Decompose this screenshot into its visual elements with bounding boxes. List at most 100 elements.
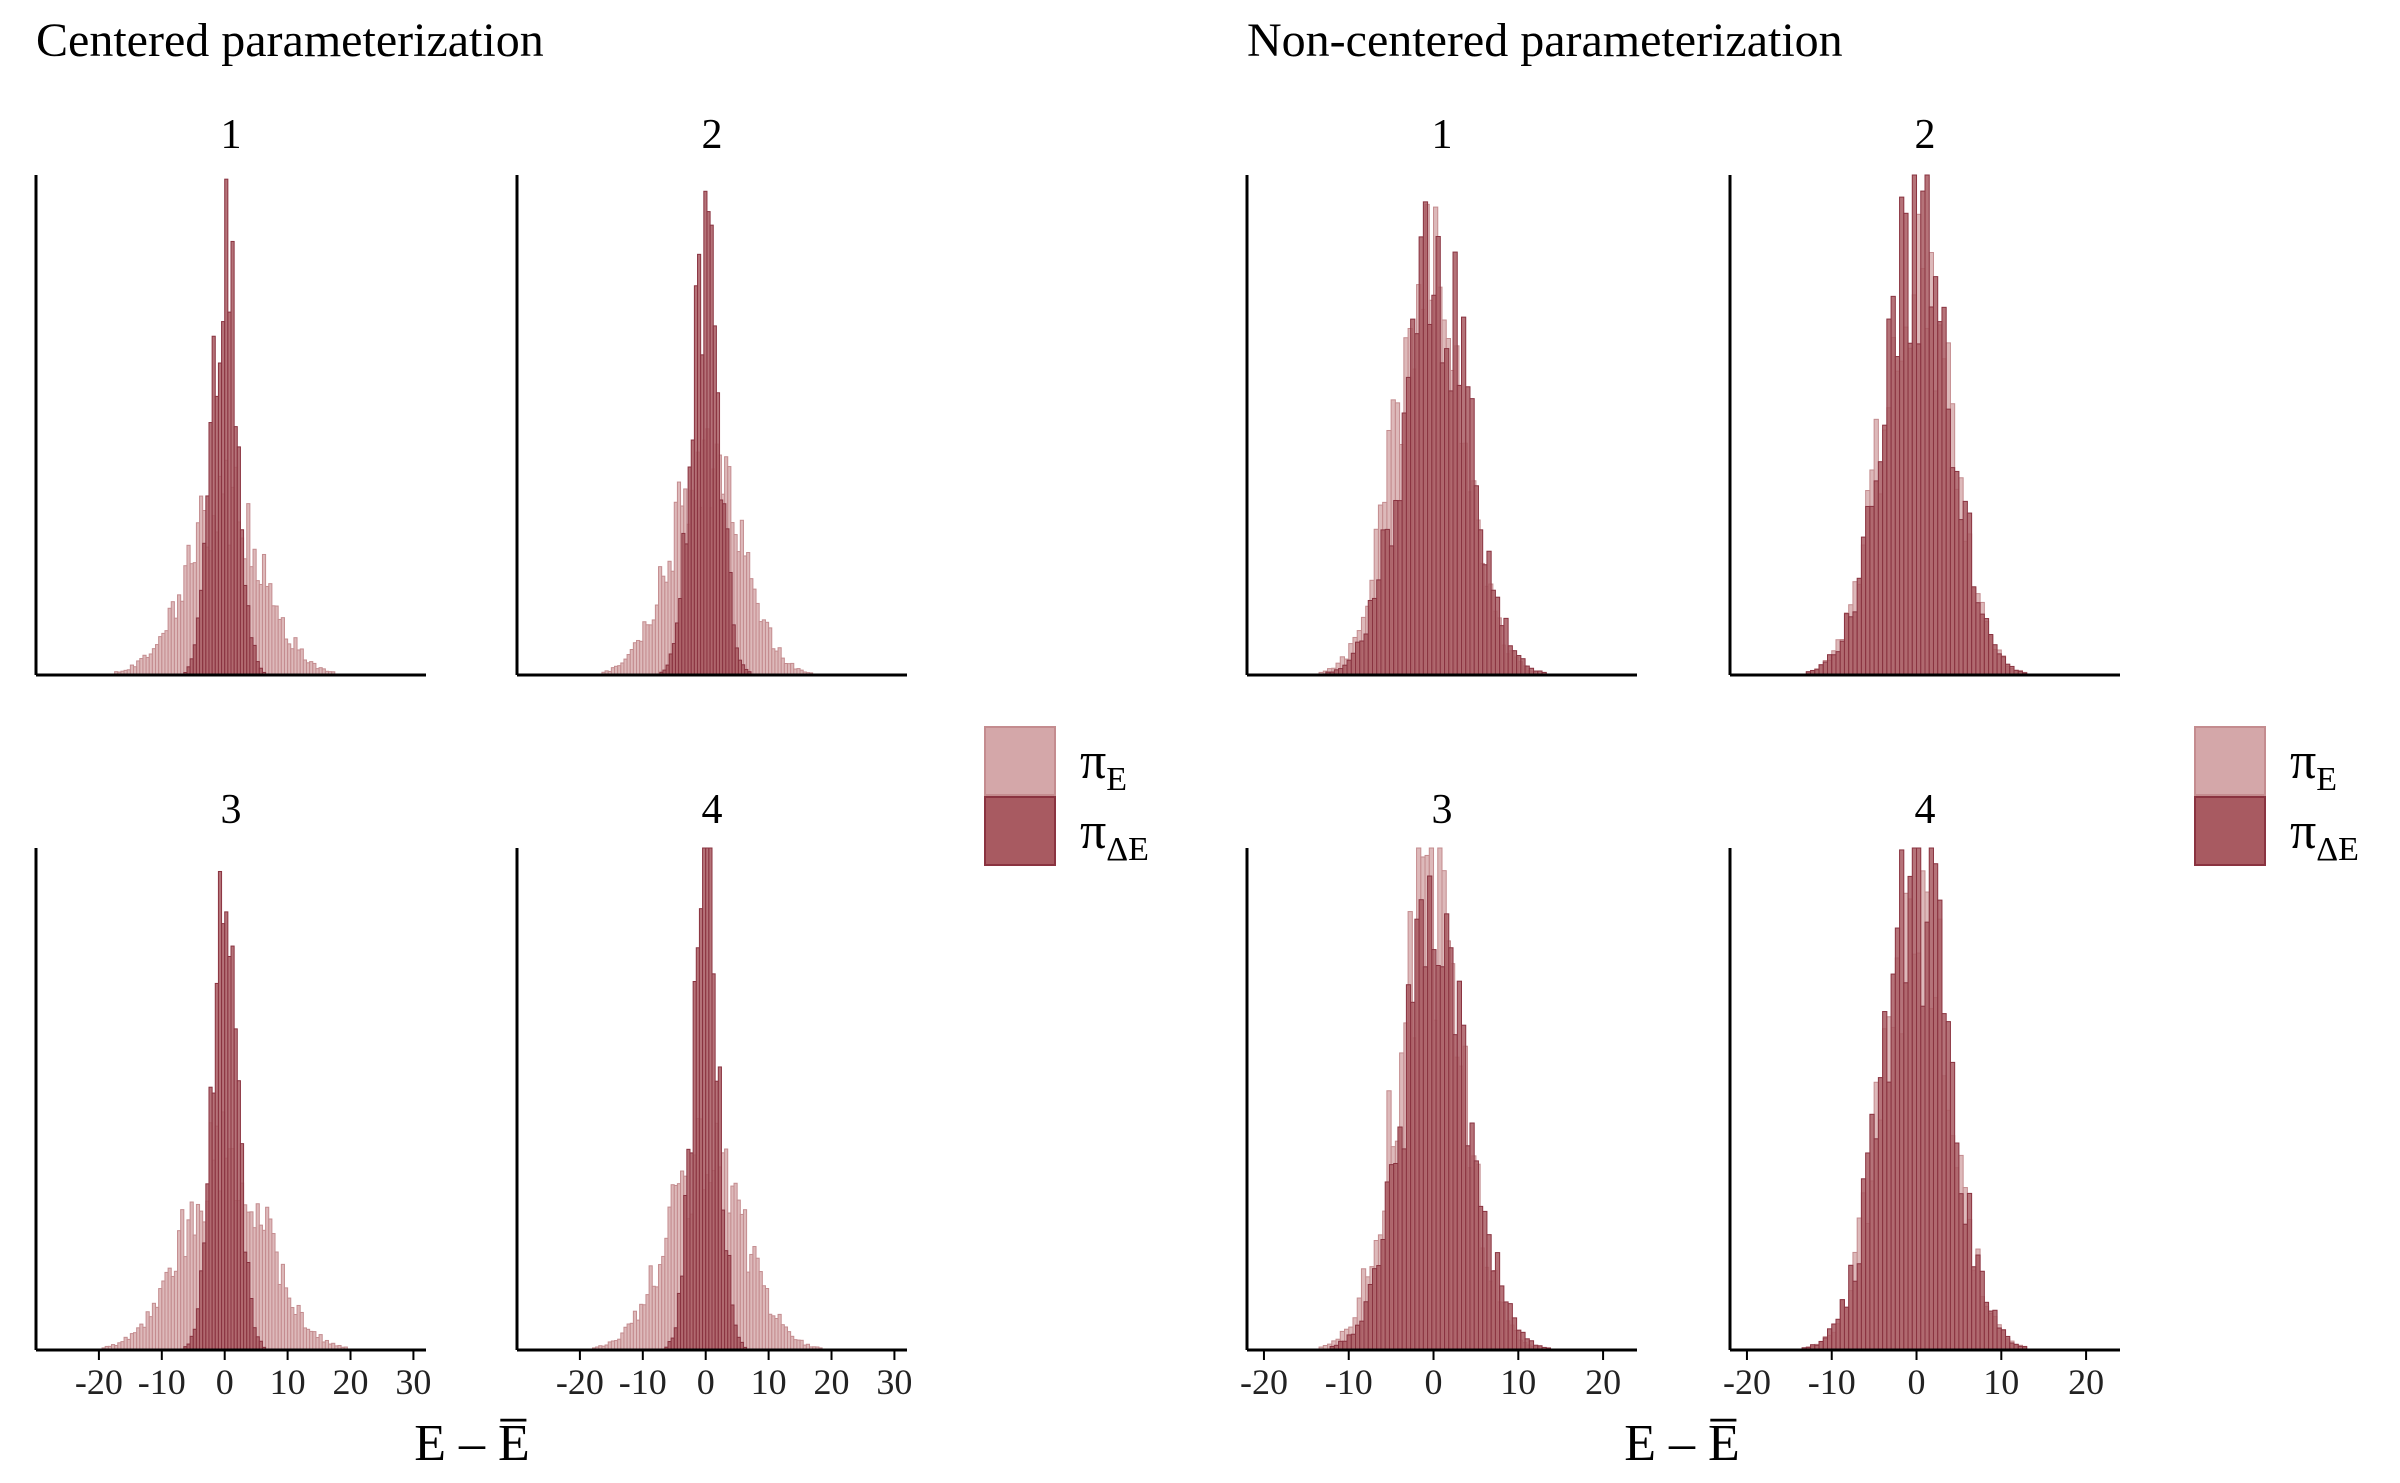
histogram-bar [1469,1122,1475,1351]
x-tick-label: 20 [2068,1362,2104,1402]
histogram-bar [1911,174,1918,676]
centered-section: 1 2 3 -20 -10 0 10 20 30 4 -20 -10 0 10 20 30 [34,112,912,1402]
histogram-bar [1346,1334,1352,1351]
histogram-bar [1371,1268,1378,1351]
histogram-bar [1380,529,1386,676]
x-tick-label: 0 [1425,1362,1443,1402]
histogram-bar [1928,847,1934,1351]
panel-title: 3 [221,787,242,833]
series-pi_dE [1805,174,2028,676]
histogram-bar [1873,480,1879,676]
x-tick-label: 20 [333,1362,369,1402]
histogram-bar [1954,470,1960,676]
histogram-bar [1427,875,1433,1351]
histogram-bar [1962,500,1968,676]
histogram-bar [1388,1164,1395,1351]
histogram-bar [1388,545,1395,676]
histogram-bar [1979,613,1985,676]
histogram-bar [1831,1323,1837,1351]
histogram-bar [1355,641,1361,676]
histogram-bar [2005,663,2011,676]
x-tick-label: 10 [751,1362,787,1402]
histogram-bar [1439,362,1446,676]
histogram-bar [1350,652,1357,676]
histogram-bar [1890,973,1896,1351]
histogram-bar [1401,1148,1407,1351]
x-tick-label: 10 [270,1362,306,1402]
panel-title: 4 [1915,787,1936,833]
histogram-bar [1461,316,1467,676]
histogram-bar [1971,586,1977,676]
histogram-bar [1444,913,1450,1351]
x-axis-label-noncentered: E – E̅ [1624,1415,1740,1472]
histogram-bar [1988,1310,1994,1351]
legend-label-pi-e: πE [2290,733,2337,798]
x-axis-label-centered: E – E̅ [414,1415,530,1472]
section-title-noncentered: Non-centered parameterization [1247,14,1843,67]
histogram-bar [1405,376,1412,676]
histogram-bar [1937,321,1943,676]
histogram-bar [1894,356,1901,676]
histogram-bar [1397,1126,1403,1351]
series-pi_dE [659,190,752,676]
histogram-bar [2000,656,2007,676]
histogram-bar [1511,650,1518,676]
histogram-bar [1414,333,1420,676]
histogram-bar [1431,294,1437,676]
histogram-bar [1903,982,1909,1351]
histogram-bar [1827,1328,1833,1351]
histogram-bar [1839,1299,1845,1351]
histogram-bar [1448,390,1454,676]
histogram-bar [1410,1001,1416,1351]
histogram-bar [1882,1011,1888,1351]
histogram-bar [1992,1309,1998,1351]
histogram-bar [1979,1270,1985,1351]
histogram-bar [1511,1317,1518,1351]
x-tick-label: 30 [395,1362,431,1402]
histogram-bar [1376,1265,1382,1351]
histogram-bar [1473,485,1479,676]
histogram-bar [1852,611,1858,676]
histogram-bar [1503,617,1509,676]
histogram-bar [1818,664,1824,676]
histogram-bar [1431,949,1437,1351]
histogram-bar [1401,412,1407,676]
histogram-bar [1405,984,1412,1351]
histogram-bar [1827,654,1833,676]
histogram-bar [1899,849,1905,1351]
histogram-bar [1911,847,1918,1351]
histogram-bar [1435,235,1441,676]
histogram-bar [1473,1160,1479,1351]
histogram-bar [1835,651,1841,676]
histogram-bar [1524,1338,1530,1351]
histogram-bar [1456,980,1462,1351]
histogram-bar [1414,918,1420,1351]
noncentered-section: 1 2 3 -20 -10 0 10 20 4 -20 -10 0 10 20 [1240,112,2120,1402]
histogram-bar [1477,529,1484,676]
histogram-bar [1439,966,1446,1351]
histogram-bar [1839,640,1845,676]
histogram-bar [1350,1333,1357,1351]
histogram-bar [1422,201,1429,676]
histogram-bar [1886,318,1892,676]
histogram-bar [1932,276,1939,676]
series-pi_dE [1329,875,1552,1351]
panel-title: 2 [1915,112,1936,158]
x-tick-label: -10 [1325,1362,1373,1402]
x-tick-label: 0 [216,1362,234,1402]
histogram-bar [1499,625,1505,676]
histogram-bar [1822,1337,1828,1351]
histogram-bar [1410,318,1416,676]
histogram-bar [1894,927,1901,1351]
histogram-bar [1975,602,1981,676]
panel-3: 3 -20 -10 0 10 20 30 [34,787,431,1402]
histogram-bar [1477,1205,1484,1351]
panel-title: 4 [702,787,723,833]
histogram-bar [1427,323,1433,676]
histogram-bar [1886,1081,1892,1351]
legend-swatch-pi-e [984,726,1056,796]
panel-1: 1 [1245,112,1637,677]
panel-title: 3 [1432,787,1453,833]
x-tick-label: 20 [814,1362,850,1402]
histogram-bar [1996,1327,2002,1351]
